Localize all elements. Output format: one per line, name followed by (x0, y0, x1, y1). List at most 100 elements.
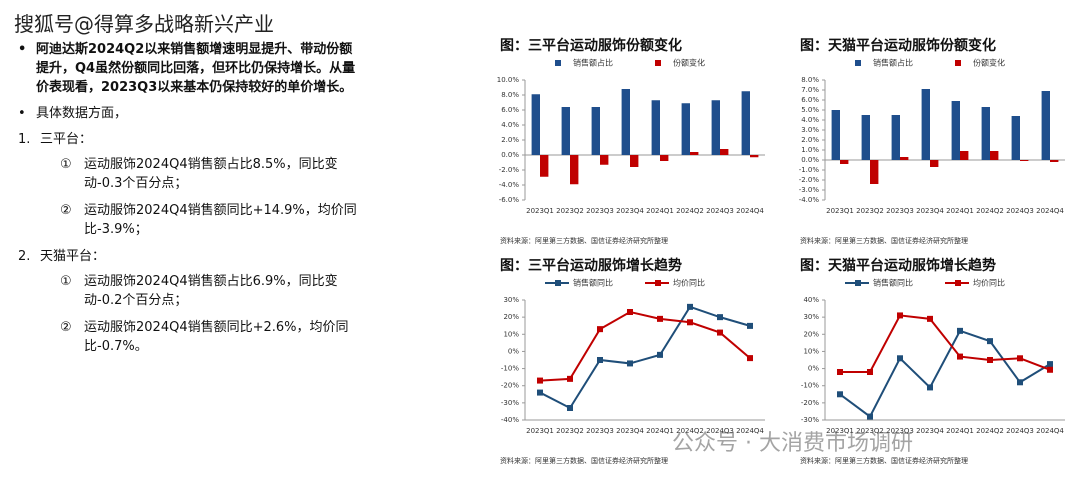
text-panel: • 阿迪达斯2024Q2以来销售额增速明显提升、带动份额提升，Q4虽然份额同比回落… (18, 40, 363, 364)
y-tick-label: 10% (503, 330, 519, 338)
legend-marker (655, 280, 661, 286)
item-text: 运动服饰2024Q4销售额占比8.5%，同比变动-0.3个百分点； (84, 157, 338, 191)
y-tick-label: 0.0% (801, 156, 819, 164)
legend-marker (855, 280, 861, 286)
marker: 2. (18, 249, 31, 264)
bar (1050, 160, 1059, 162)
point (867, 413, 873, 420)
bar (840, 160, 849, 164)
point (927, 315, 933, 322)
point (987, 357, 993, 363)
bullet-text: 具体数据方面， (36, 106, 128, 121)
marker: ① (60, 157, 72, 172)
x-tick-label: 2024Q4 (736, 207, 764, 215)
y-tick-label: 0% (508, 347, 519, 355)
y-tick-label: 8.0% (801, 76, 819, 84)
x-tick-label: 2023Q4 (616, 427, 644, 435)
footer-watermark: 公众号 · 大消费市场调研 (672, 431, 913, 456)
source: 资料来源：阿里第三方数据、国信证券经济研究所整理 (800, 236, 968, 245)
x-tick-label: 2023Q4 (916, 427, 944, 435)
item-text: 运动服饰2024Q4销售额占比6.9%，同比变动-0.2个百分点； (84, 274, 338, 308)
y-tick-label: 20% (503, 313, 519, 321)
platform-name: 天猫平台： (40, 249, 106, 264)
x-tick-label: 2024Q4 (736, 427, 764, 435)
x-tick-label: 2024Q1 (646, 427, 674, 435)
point (567, 375, 573, 382)
bar (900, 157, 909, 160)
legend-label: 销售额占比 (573, 58, 613, 68)
point (987, 338, 993, 345)
chart-title: 图：三平台运动服饰增长趋势 (500, 257, 682, 274)
point (1017, 379, 1023, 386)
watermark: 搜狐号@得算多战略新兴产业 (14, 12, 274, 36)
item: ① 运动服饰2024Q4销售额占比8.5%，同比变动-0.3个百分点； (60, 155, 363, 193)
line (539, 310, 751, 382)
y-tick-label: 6.0% (501, 106, 519, 114)
x-tick-label: 2024Q1 (946, 207, 974, 215)
bar (930, 160, 939, 167)
y-tick-label: -2.0% (499, 166, 520, 174)
x-tick-label: 2024Q1 (646, 207, 674, 215)
x-tick-label: 2023Q1 (826, 427, 854, 435)
bar (831, 110, 840, 160)
point (747, 355, 753, 362)
legend-swatch (855, 60, 861, 66)
legend-swatch (955, 60, 961, 66)
y-tick-label: 8.0% (501, 91, 519, 99)
marker: 1. (18, 132, 31, 147)
y-tick-label: -20% (501, 382, 519, 390)
x-tick-label: 2023Q2 (856, 427, 884, 435)
point (837, 391, 843, 398)
x-tick-label: 2023Q4 (616, 207, 644, 215)
marker: ① (60, 274, 72, 289)
item-text: 运动服饰2024Q4销售额同比+2.6%，均价同比-0.7%。 (84, 320, 349, 354)
item: ① 运动服饰2024Q4销售额占比6.9%，同比变动-0.2个百分点； (60, 272, 363, 310)
platform-name: 三平台： (40, 132, 93, 147)
x-tick-label: 2024Q3 (1006, 427, 1034, 435)
x-tick-label: 2023Q3 (586, 427, 614, 435)
bar (1020, 160, 1029, 161)
y-tick-label: 10% (803, 347, 819, 355)
bar (891, 115, 900, 160)
x-tick-label: 2024Q3 (1006, 207, 1034, 215)
platform: 1. 三平台： (18, 130, 363, 149)
point (927, 384, 933, 391)
point (1017, 355, 1023, 362)
legend-marker (555, 280, 561, 286)
bullet: • 阿迪达斯2024Q2以来销售额增速明显提升、带动份额提升，Q4虽然份额同比回落… (18, 40, 363, 97)
legend-marker (955, 280, 961, 286)
legend-swatch (555, 60, 561, 66)
bar (981, 107, 990, 160)
source: 资料来源：阿里第三方数据、国信证券经济研究所整理 (800, 456, 968, 465)
item: ② 运动服饰2024Q4销售额同比+2.6%，均价同比-0.7%。 (60, 318, 363, 356)
y-tick-label: 6.0% (801, 96, 819, 104)
legend-label: 均价同比 (673, 278, 705, 288)
x-tick-label: 2024Q3 (706, 427, 734, 435)
source: 资料来源：阿里第三方数据、国信证券经济研究所整理 (500, 236, 668, 245)
point (717, 314, 723, 321)
x-tick-label: 2024Q4 (1036, 207, 1064, 215)
bar (711, 100, 720, 155)
y-tick-label: -30% (801, 416, 819, 424)
point (537, 389, 543, 396)
bar (861, 115, 870, 160)
point (897, 355, 903, 362)
y-tick-label: -20% (801, 399, 819, 407)
chart-title: 图：天猫平台运动服饰份额变化 (800, 37, 996, 54)
bar (921, 89, 930, 160)
point (597, 357, 603, 363)
bar (630, 155, 639, 167)
item: ② 运动服饰2024Q4销售额同比+14.9%，均价同比-3.9%； (60, 201, 363, 239)
x-tick-label: 2024Q2 (976, 207, 1004, 215)
bar (951, 101, 960, 160)
y-tick-label: -4.0% (799, 196, 820, 204)
x-tick-label: 2023Q3 (886, 427, 914, 435)
point (957, 327, 963, 334)
marker: ② (60, 203, 72, 218)
bar (1041, 91, 1050, 160)
bar (681, 103, 690, 155)
point (717, 329, 723, 336)
x-tick-label: 2023Q2 (556, 427, 584, 435)
marker: ② (60, 320, 72, 335)
